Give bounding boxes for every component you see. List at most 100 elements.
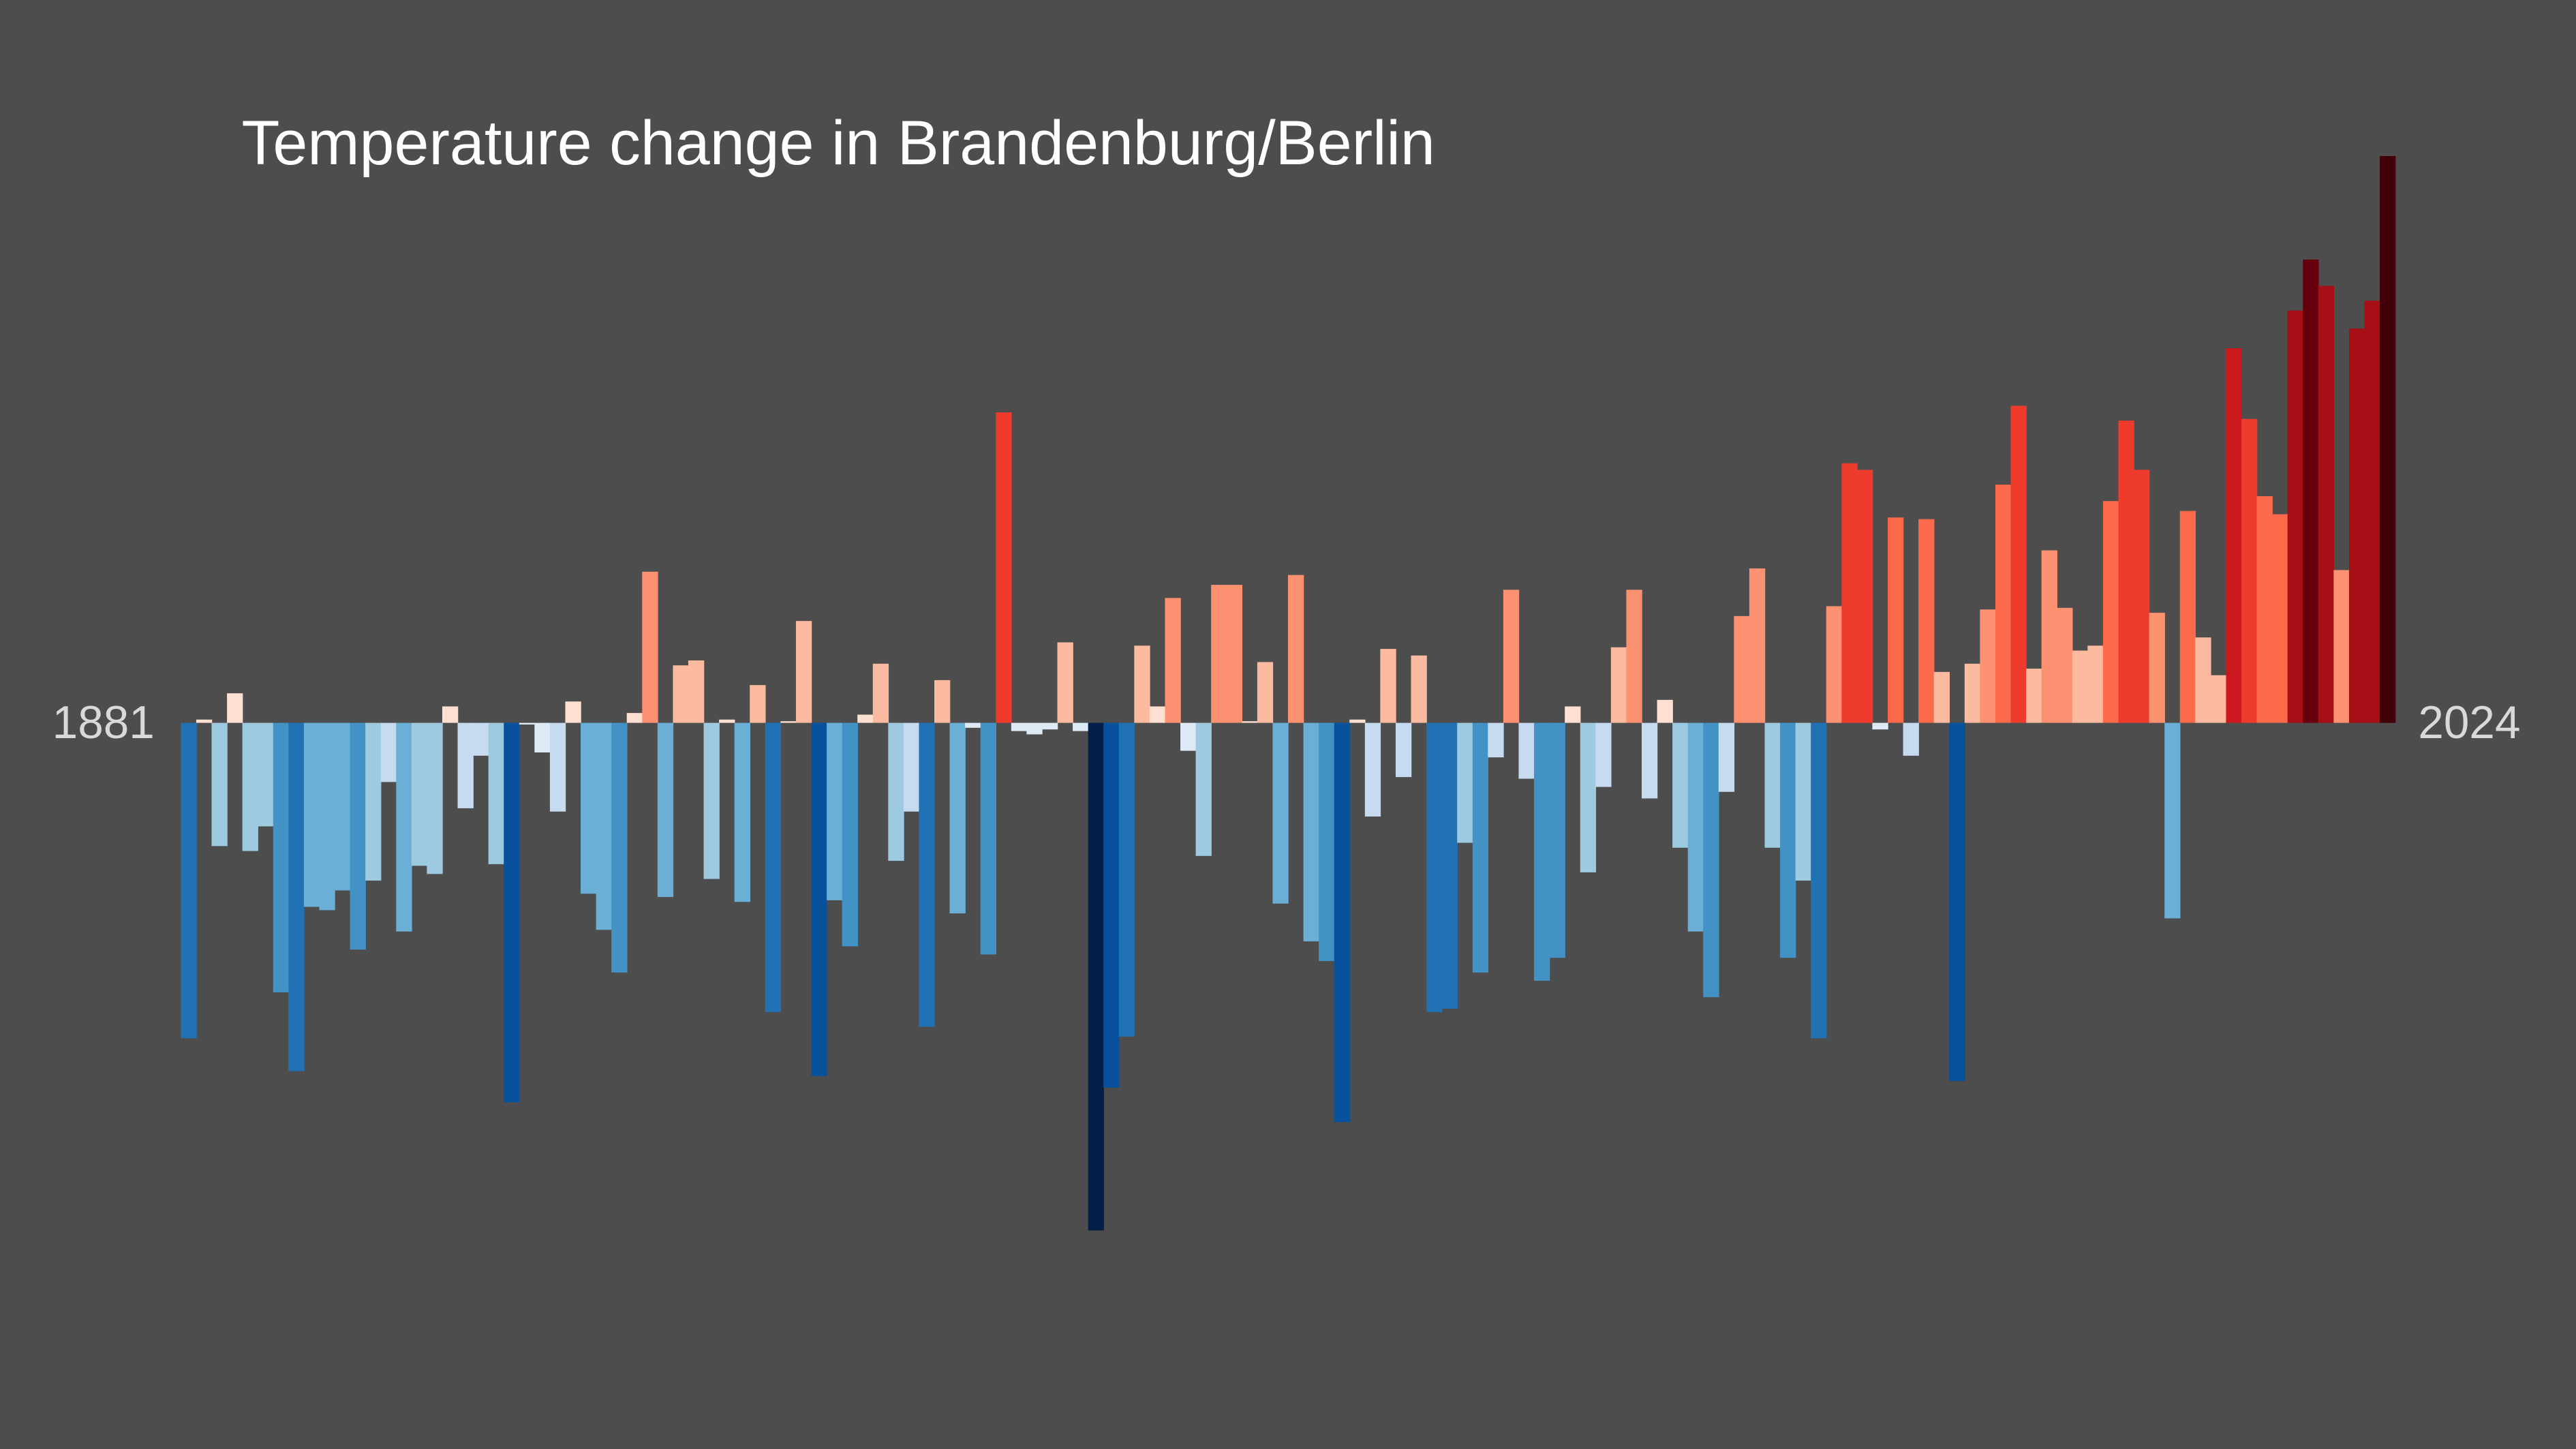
bar (2149, 613, 2165, 723)
bar (1872, 722, 1888, 730)
bar (2041, 550, 2057, 723)
bar (504, 722, 520, 1103)
bar (1856, 470, 1873, 723)
bar (703, 722, 720, 879)
bar (642, 571, 658, 723)
bar (2102, 501, 2119, 723)
bar (1503, 590, 1520, 723)
bar (396, 722, 412, 932)
bar (1395, 722, 1412, 778)
bar (1595, 722, 1612, 787)
bar (2272, 514, 2288, 723)
bar (581, 722, 597, 894)
bar (1026, 722, 1043, 735)
bar (303, 722, 320, 907)
bar (411, 722, 428, 866)
bar (2087, 645, 2104, 723)
bar (596, 722, 612, 930)
bar (1657, 699, 1673, 723)
bar (1980, 609, 1996, 723)
bar (1764, 722, 1781, 848)
bar (888, 722, 904, 861)
bar (1518, 722, 1535, 779)
bar (765, 722, 782, 1012)
bar (1257, 662, 1274, 723)
bar (2380, 155, 2396, 723)
bar (2026, 669, 2042, 723)
bar (181, 722, 197, 1039)
bar (1011, 722, 1028, 731)
bar (1180, 722, 1197, 751)
bar (2164, 722, 2181, 919)
bar (380, 722, 397, 782)
bar (1165, 598, 1181, 723)
bar (626, 713, 643, 723)
bar (519, 722, 536, 724)
bar (980, 722, 997, 955)
bar (1195, 722, 1212, 856)
bar (1580, 722, 1597, 872)
bar (1488, 722, 1504, 758)
bar (227, 693, 243, 723)
bar (488, 722, 504, 864)
bar (2057, 607, 2073, 723)
bar (273, 722, 290, 992)
bar (811, 722, 827, 1076)
bar (1303, 722, 1319, 942)
bar (2010, 406, 2027, 723)
bar (1242, 721, 1258, 723)
bar (1288, 575, 1304, 723)
bar (842, 722, 858, 947)
bar (1933, 671, 1950, 723)
bar (365, 722, 382, 881)
bar (549, 722, 566, 812)
bar (795, 621, 812, 723)
x-tick-label: 1881 (52, 697, 155, 748)
bar (2210, 675, 2227, 723)
bar (2287, 310, 2303, 723)
bar (258, 722, 274, 827)
bar (2134, 470, 2150, 723)
bar (1903, 722, 1919, 756)
bar (1718, 722, 1735, 792)
bar (1534, 722, 1550, 981)
bar (1841, 463, 1858, 723)
bar (1057, 642, 1073, 723)
bar (919, 722, 935, 1027)
bar (750, 685, 766, 723)
bar (1226, 585, 1243, 723)
bar (1472, 722, 1489, 973)
bar (1734, 615, 1750, 723)
bar (196, 719, 213, 723)
bar (319, 722, 335, 911)
bar (2241, 418, 2258, 723)
bar (2303, 259, 2319, 723)
bar (1949, 722, 1965, 1082)
bar (827, 722, 843, 900)
bar (1211, 585, 1227, 723)
bar (1041, 722, 1058, 730)
bar (2364, 301, 2380, 723)
bar (949, 722, 966, 914)
bar (657, 722, 674, 898)
bar (1272, 722, 1289, 904)
bar (1610, 647, 1627, 723)
bar (688, 660, 705, 723)
bar (1349, 719, 1366, 723)
bar (2118, 421, 2134, 723)
bar (1426, 722, 1443, 1012)
bar (457, 722, 474, 808)
bar (242, 722, 258, 851)
bar (719, 719, 735, 723)
bar (1672, 722, 1689, 848)
bar (1888, 517, 1904, 723)
bar (442, 706, 459, 723)
bar (1995, 485, 2012, 723)
bar (1319, 722, 1335, 962)
bar (1918, 519, 1935, 723)
bar (2226, 348, 2242, 723)
bar (1088, 722, 1104, 1231)
bar (1795, 722, 1811, 881)
